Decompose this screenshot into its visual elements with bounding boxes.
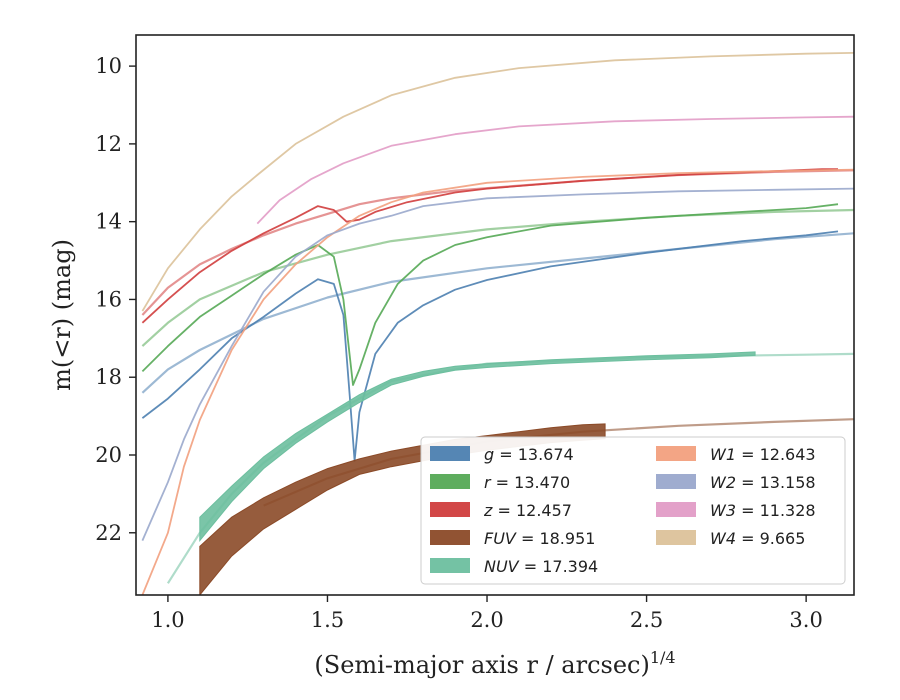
- legend-label: W2 = 13.158: [710, 473, 816, 492]
- series-w4: [141, 52, 854, 312]
- series-r-line: [141, 203, 839, 386]
- x-tick-label: 3.0: [789, 608, 822, 632]
- x-tick-label: 1.5: [311, 608, 344, 632]
- series-z: [141, 168, 854, 324]
- series-w1: [141, 168, 854, 595]
- legend-swatch: [656, 474, 696, 489]
- series-g-line: [141, 230, 839, 462]
- x-tick-label: 2.0: [470, 608, 503, 632]
- x-tick-label: 2.5: [630, 608, 663, 632]
- legend-label: W4 = 9.665: [710, 529, 805, 548]
- x-axis-ticks: 1.0 1.5 2.0 2.5 3.0: [151, 595, 823, 632]
- series-r: [141, 203, 854, 386]
- y-tick-label: 20: [95, 443, 122, 467]
- x-axis-label-exponent: 1/4: [650, 648, 676, 667]
- y-tick-label: 22: [95, 521, 122, 545]
- legend-label: W1 = 12.643: [710, 445, 816, 464]
- legend-swatch: [430, 502, 470, 517]
- legend-label: z = 12.457: [483, 501, 572, 520]
- series-g: [141, 230, 854, 462]
- legend-label: W3 = 11.328: [710, 501, 816, 520]
- legend-swatch: [430, 474, 470, 489]
- plot-frame: [135, 34, 855, 596]
- legend-entry-r: r = 13.470: [430, 473, 570, 492]
- x-axis-label: (Semi-major axis r / arcsec)1/4: [314, 648, 675, 679]
- legend-entry-w2: W2 = 13.158: [656, 473, 816, 492]
- y-tick-label: 10: [95, 54, 122, 78]
- legend-label: NUV = 17.394: [484, 557, 598, 576]
- legend-entry-nuv: NUV = 17.394: [430, 557, 598, 576]
- legend-entry-g: g = 13.674: [430, 445, 574, 464]
- legend-swatch: [656, 530, 696, 545]
- legend-swatch: [430, 446, 470, 461]
- y-tick-label: 14: [95, 210, 122, 234]
- legend-entry-fuv: FUV = 18.951: [430, 529, 595, 548]
- legend-swatch: [430, 530, 470, 545]
- legend-swatch: [656, 502, 696, 517]
- x-tick-label: 1.0: [151, 608, 184, 632]
- legend-entry-w3: W3 = 11.328: [656, 501, 816, 520]
- series-w2: [141, 187, 854, 541]
- series-w4-line: [141, 52, 854, 312]
- legend-entry-z: z = 12.457: [430, 501, 572, 520]
- legend-entry-w4: W4 = 9.665: [656, 529, 805, 548]
- legend: g = 13.674 r = 13.470 z = 12.457 FUV = 18.9…: [420, 436, 846, 585]
- y-tick-label: 16: [95, 287, 122, 311]
- series-w3: [256, 115, 854, 225]
- legend-box: [420, 436, 846, 585]
- legend-swatch: [430, 558, 470, 573]
- y-axis-ticks: 10 12 14 16 18 20 22: [95, 54, 136, 545]
- series-z-line: [141, 168, 838, 324]
- y-tick-label: 18: [95, 365, 122, 389]
- y-axis-label: m(<r) (mag): [48, 239, 76, 391]
- legend-label: g = 13.674: [484, 445, 574, 464]
- series-w1-line: [141, 168, 854, 595]
- series-w2-line: [141, 187, 854, 541]
- series-w3-line: [256, 115, 854, 225]
- legend-swatch: [656, 446, 696, 461]
- series-nuv-band: [199, 351, 756, 542]
- legend-label: FUV = 18.951: [484, 529, 595, 548]
- legend-entry-w1: W1 = 12.643: [656, 445, 816, 464]
- y-tick-label: 12: [95, 132, 122, 156]
- legend-label: r = 13.470: [484, 473, 570, 492]
- series-g-smooth-line: [141, 232, 854, 394]
- series-nuv: [166, 351, 854, 584]
